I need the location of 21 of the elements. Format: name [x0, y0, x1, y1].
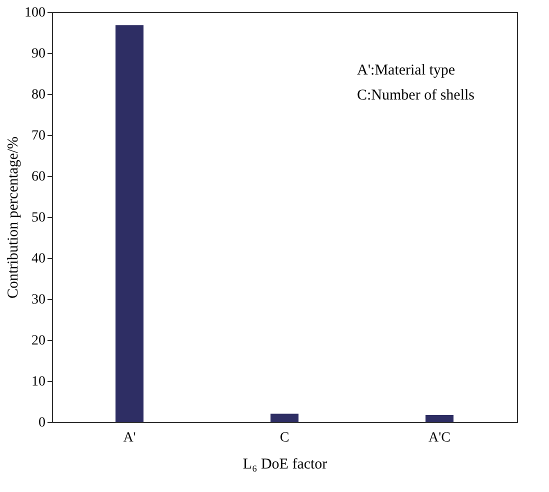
x-tick-label: A' [123, 430, 136, 446]
y-tick-label: 70 [32, 128, 46, 144]
y-axis-title: Contribution percentage/% [6, 136, 22, 299]
x-tick-label: C [280, 430, 290, 446]
bar [270, 414, 298, 422]
annotation: C:Number of shells [357, 88, 475, 104]
bar [116, 25, 144, 422]
x-tick-label: A'C [428, 430, 450, 446]
y-tick-label: 20 [32, 334, 46, 348]
y-tick-label: 50 [32, 210, 46, 226]
y-tick-label: 60 [32, 170, 46, 184]
y-tick-label: 0 [38, 416, 46, 430]
y-tick-label: 100 [24, 6, 46, 20]
y-tick-label: 90 [32, 46, 46, 62]
bar [426, 415, 454, 422]
x-axis-title: L₆ DoE factor [242, 456, 328, 472]
y-tick-label: 40 [32, 252, 46, 266]
y-tick-label: 80 [32, 88, 46, 102]
y-tick-label: 30 [32, 292, 46, 308]
annotation: A':Material type [357, 62, 456, 78]
y-tick-label: 10 [32, 374, 46, 390]
